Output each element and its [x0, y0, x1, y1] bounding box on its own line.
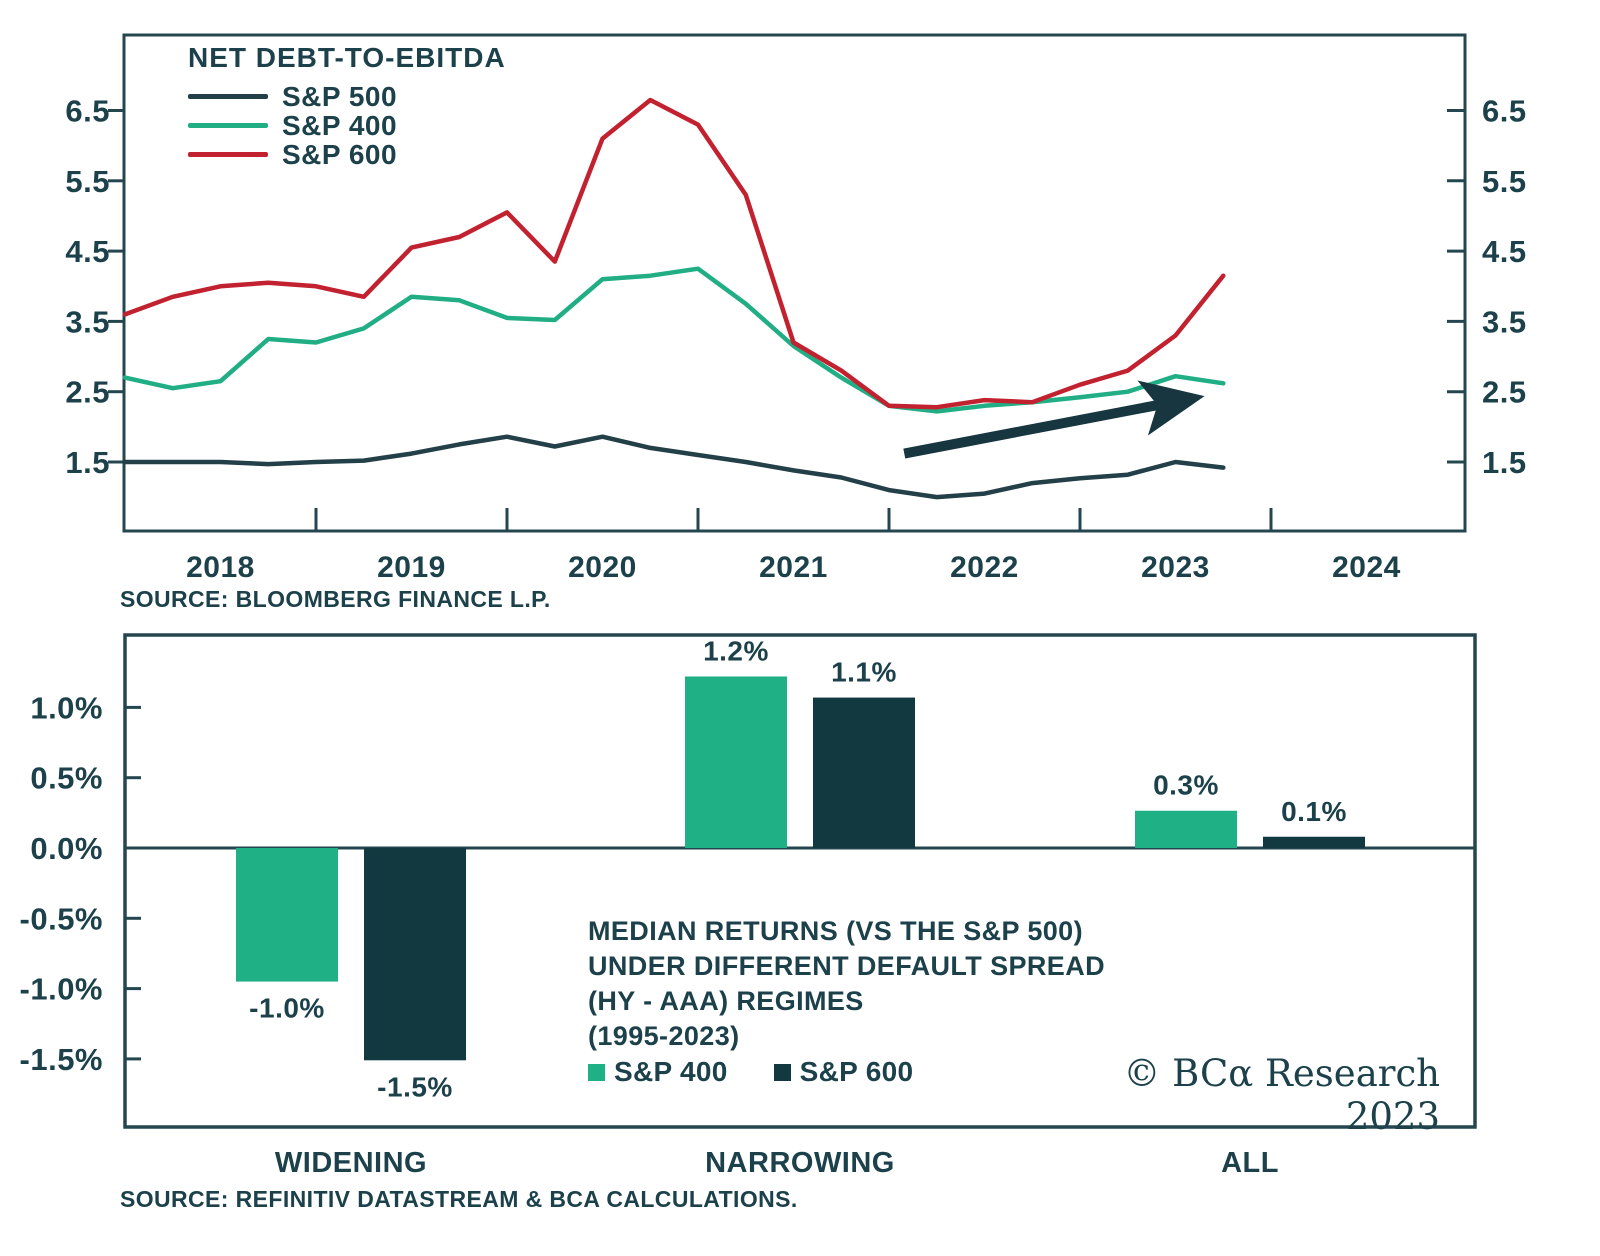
- x-year-label: 2018: [186, 551, 255, 584]
- y-tick-label: 0.0%: [30, 831, 103, 866]
- annotation-line-1: MEDIAN RETURNS (VS THE S&P 500): [588, 916, 1083, 946]
- y-tick-label-left: 4.5: [65, 234, 110, 269]
- sp400-line-swatch: [188, 123, 268, 128]
- bar-s-p-600-narrowing: [813, 697, 915, 848]
- bar-value-label: -1.5%: [377, 1071, 453, 1102]
- net-debt-chart: 6.5 6.5 5.5 5.5 4.5 4.5 3.5 3.5 2.5 2.5 1.5 1.5 2018…: [65, 33, 1527, 584]
- y-tick-label-right: 6.5: [1482, 94, 1527, 129]
- x-year-label: 2020: [568, 551, 637, 584]
- bar-value-label: 0.1%: [1281, 796, 1347, 827]
- y-tick-label-left: 5.5: [65, 164, 110, 199]
- sp600-square-swatch: [773, 1063, 791, 1081]
- sp500-line-swatch: [188, 94, 268, 99]
- median-returns-annotation: MEDIAN RETURNS (VS THE S&P 500) UNDER DI…: [588, 914, 1105, 1054]
- bar-chart-group: 1.0% 0.5% 0.0% -0.5% -1.0% -1.5% -1.0% 1.2% 0.3%…: [20, 633, 1477, 1179]
- bar-s-p-600-all: [1263, 836, 1365, 848]
- x-year-label: 2022: [950, 551, 1019, 584]
- legend-item-sp400-bar: S&P 400: [588, 1056, 728, 1088]
- bar-s-p-400-all: [1135, 810, 1237, 848]
- annotation-line-2: UNDER DIFFERENT DEFAULT SPREAD: [588, 951, 1106, 981]
- sp600-label: S&P 600: [282, 138, 398, 170]
- y-tick-label: 1.0%: [30, 690, 103, 725]
- trend-arrow: [903, 380, 1205, 459]
- annotation-line-4: (1995-2023): [588, 1021, 740, 1051]
- bar-chart-legend: S&P 400 S&P 600: [588, 1056, 959, 1088]
- y-tick-label-right: 4.5: [1482, 234, 1527, 269]
- y-tick-label: 0.5%: [30, 761, 103, 796]
- bar-value-label: 1.2%: [703, 635, 769, 666]
- top-source-text: SOURCE: BLOOMBERG FINANCE L.P.: [120, 586, 551, 612]
- bar-value-label: 1.1%: [831, 657, 897, 688]
- annotation-line-3: (HY - AAA) REGIMES: [588, 986, 864, 1016]
- x-year-label: 2019: [377, 551, 446, 584]
- sp600-line-swatch: [188, 152, 268, 157]
- plot-border: [122, 33, 1467, 533]
- x-year-label: 2021: [759, 551, 828, 584]
- bar-value-label: 0.3%: [1153, 770, 1219, 801]
- plot-border-bars: [123, 633, 1477, 1129]
- sp400-square-swatch: [588, 1063, 605, 1081]
- bar-value-label: -1.0%: [249, 993, 325, 1024]
- y-tick-label-right: 1.5: [1482, 445, 1527, 480]
- legend-item-sp600: S&P 600: [188, 138, 506, 170]
- sp400-bar-label: S&P 400: [614, 1056, 728, 1087]
- series-line-s-p-500: [122, 434, 1226, 500]
- sp400-label: S&P 400: [282, 109, 398, 141]
- bar-s-p-400-narrowing: [685, 676, 787, 848]
- category-label-narrowing: NARROWING: [705, 1147, 895, 1179]
- net-debt-legend-title: NET DEBT-TO-EBITDA: [188, 42, 506, 73]
- bottom-source-text: SOURCE: REFINITIV DATASTREAM & BCA CALCU…: [120, 1186, 798, 1212]
- series-line-s-p-400: [122, 266, 1226, 414]
- category-label-all: ALL: [1221, 1147, 1279, 1179]
- bar-s-p-400-widening: [236, 848, 338, 982]
- y-tick-label: -1.5%: [20, 1042, 103, 1077]
- y-tick-label-left: 3.5: [65, 304, 110, 339]
- y-tick-label-left: 1.5: [65, 445, 110, 480]
- legend-item-sp500: S&P 500: [188, 80, 506, 112]
- y-tick-label-left: 6.5: [65, 94, 110, 129]
- y-tick-label-right: 3.5: [1482, 304, 1527, 339]
- bca-research-logo: © BCα Research 2023: [1123, 1052, 1440, 1138]
- y-tick-label: -0.5%: [20, 901, 103, 936]
- legend-item-sp400: S&P 400: [188, 109, 506, 141]
- bar-s-p-600-widening: [364, 848, 466, 1061]
- sp500-label: S&P 500: [282, 80, 398, 112]
- net-debt-legend: NET DEBT-TO-EBITDA S&P 500 S&P 400 S&P 6…: [188, 42, 506, 170]
- legend-item-sp600-bar: S&P 600: [773, 1056, 914, 1088]
- series-line-s-p-600: [122, 97, 1226, 410]
- y-tick-label: -1.0%: [20, 972, 103, 1007]
- x-year-label: 2023: [1141, 551, 1210, 584]
- y-tick-label-right: 5.5: [1482, 164, 1527, 199]
- y-tick-label-right: 2.5: [1482, 375, 1527, 410]
- sp600-bar-label: S&P 600: [799, 1056, 914, 1087]
- x-year-label: 2024: [1332, 551, 1401, 584]
- y-tick-label-left: 2.5: [65, 375, 110, 410]
- median-returns-chart: 1.0% 0.5% 0.0% -0.5% -1.0% -1.5% -1.0% 1.2% 0.3%…: [20, 633, 1477, 1179]
- category-label-widening: WIDENING: [275, 1147, 427, 1179]
